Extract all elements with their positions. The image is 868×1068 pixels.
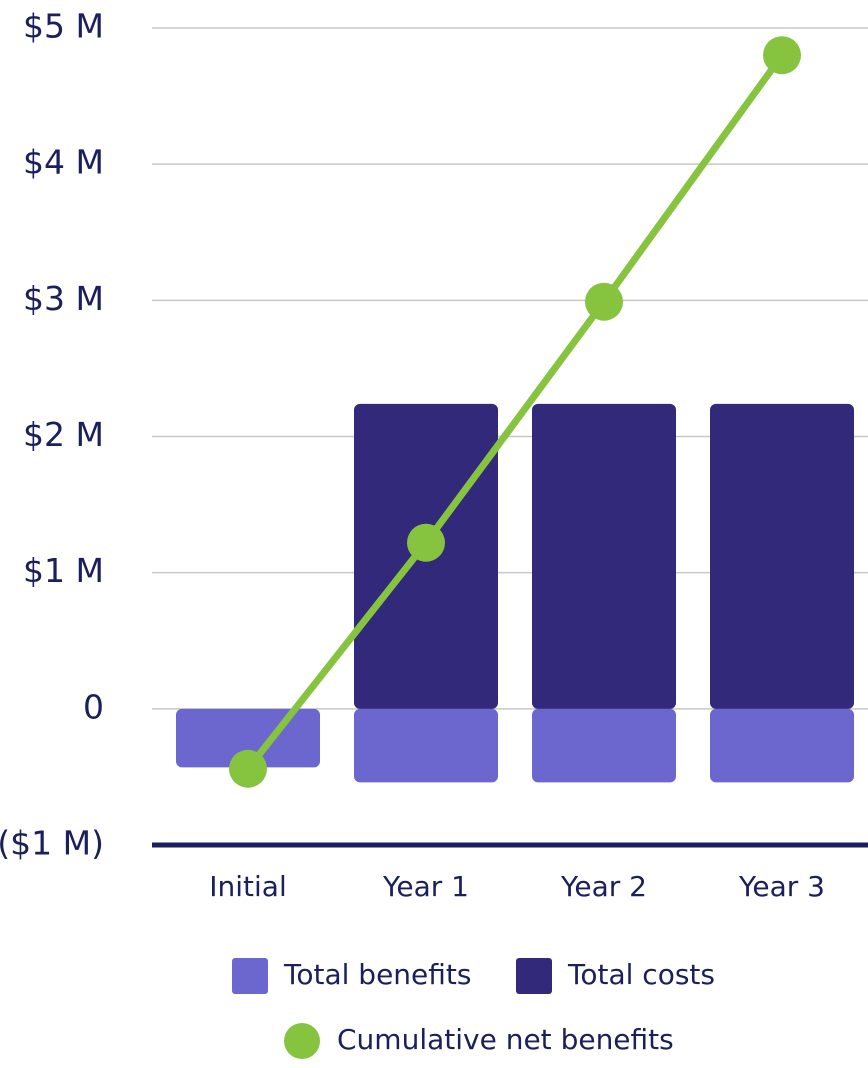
line-point bbox=[229, 749, 267, 788]
bar bbox=[710, 708, 854, 783]
legend-marker bbox=[284, 1023, 320, 1059]
y-tick-label: $3 M bbox=[23, 279, 104, 318]
y-tick-label: $1 M bbox=[23, 551, 104, 590]
y-tick-label: ($1 M) bbox=[0, 824, 104, 863]
bar bbox=[354, 708, 498, 783]
y-tick-label: $2 M bbox=[23, 415, 104, 454]
line-point bbox=[763, 36, 801, 75]
legend-label: Total benefits bbox=[283, 958, 471, 991]
legend-label: Total costs bbox=[567, 958, 715, 991]
bar bbox=[532, 403, 676, 709]
y-tick-label: $5 M bbox=[23, 7, 104, 46]
bar bbox=[710, 403, 854, 709]
legend-swatch bbox=[516, 958, 552, 994]
legend-swatch bbox=[232, 958, 268, 994]
bar bbox=[532, 708, 676, 783]
line-point bbox=[585, 282, 623, 321]
line-point bbox=[407, 523, 445, 562]
line bbox=[245, 53, 785, 771]
y-tick-label: 0 bbox=[83, 687, 104, 726]
legend-label: Cumulative net benefits bbox=[337, 1023, 674, 1056]
x-tick-label: Year 3 bbox=[738, 870, 825, 903]
x-tick-label: Year 2 bbox=[560, 870, 647, 903]
x-tick-label: Year 1 bbox=[382, 870, 469, 903]
x-tick-label: Initial bbox=[209, 870, 286, 903]
y-tick-label: $4 M bbox=[23, 143, 104, 182]
